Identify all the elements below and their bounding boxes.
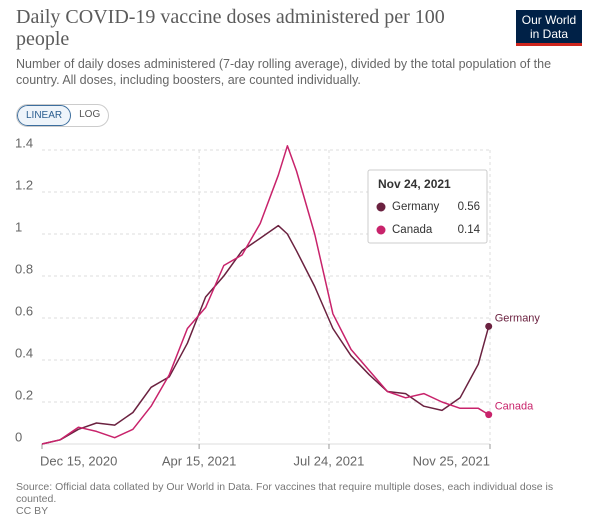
- end-point: [485, 322, 493, 330]
- tooltip-name: Canada: [392, 224, 433, 236]
- log-button[interactable]: LOG: [79, 109, 101, 120]
- x-tick-label: Apr 15, 2021: [162, 453, 236, 468]
- x-tick-label: Jul 24, 2021: [294, 453, 365, 468]
- scale-toggle: LINEAR LOG: [16, 104, 110, 127]
- series-line: [41, 145, 490, 445]
- y-tick-label: 0.6: [15, 303, 33, 318]
- y-tick-label: 1.4: [15, 135, 33, 150]
- logo-line: Our World: [521, 13, 577, 27]
- tooltip-box: [367, 169, 488, 244]
- y-tick-label: 1: [15, 219, 22, 234]
- end-point: [485, 411, 493, 419]
- source: Source: Official data collated by Our Wo…: [16, 481, 554, 505]
- y-tick-label: 1.2: [15, 177, 33, 192]
- tooltip-swatch: [376, 202, 386, 212]
- series-line: [41, 224, 490, 445]
- tooltip-swatch: [376, 225, 386, 235]
- tooltip-value: 0.14: [458, 224, 481, 236]
- y-tick-label: 0.4: [15, 345, 33, 360]
- y-tick-label: 0.8: [15, 261, 33, 276]
- subtitle: Number of daily doses administered (7-da…: [16, 57, 552, 87]
- series-label: Canada: [495, 401, 534, 413]
- linear-button[interactable]: LINEAR: [17, 105, 72, 126]
- logo-line: in Data: [529, 27, 569, 41]
- tooltip-value: 0.56: [458, 201, 480, 213]
- footer: Source: Official data collated by Our Wo…: [16, 481, 556, 517]
- series-label: Germany: [495, 312, 541, 324]
- x-tick-label: Nov 25, 2021: [413, 453, 490, 468]
- y-tick-label: 0: [15, 429, 22, 444]
- title: Daily COVID-19 vaccine doses administere…: [16, 6, 445, 50]
- logo[interactable]: Our World in Data: [516, 10, 582, 46]
- x-tick-label: Dec 15, 2020: [40, 453, 117, 468]
- tooltip-date: Nov 24, 2021: [378, 177, 451, 191]
- y-tick-label: 0.2: [15, 387, 33, 402]
- license: CC BY: [16, 505, 49, 517]
- chart: 0 0.2 0.4 0.6 0.8 1 1.2 1.4 Dec 15, 2020 Apr 15, …: [15, 135, 541, 468]
- tooltip-name: Germany: [392, 201, 440, 213]
- tooltip: Nov 24, 2021 Germany 0.56 Canada 0.14: [367, 169, 488, 244]
